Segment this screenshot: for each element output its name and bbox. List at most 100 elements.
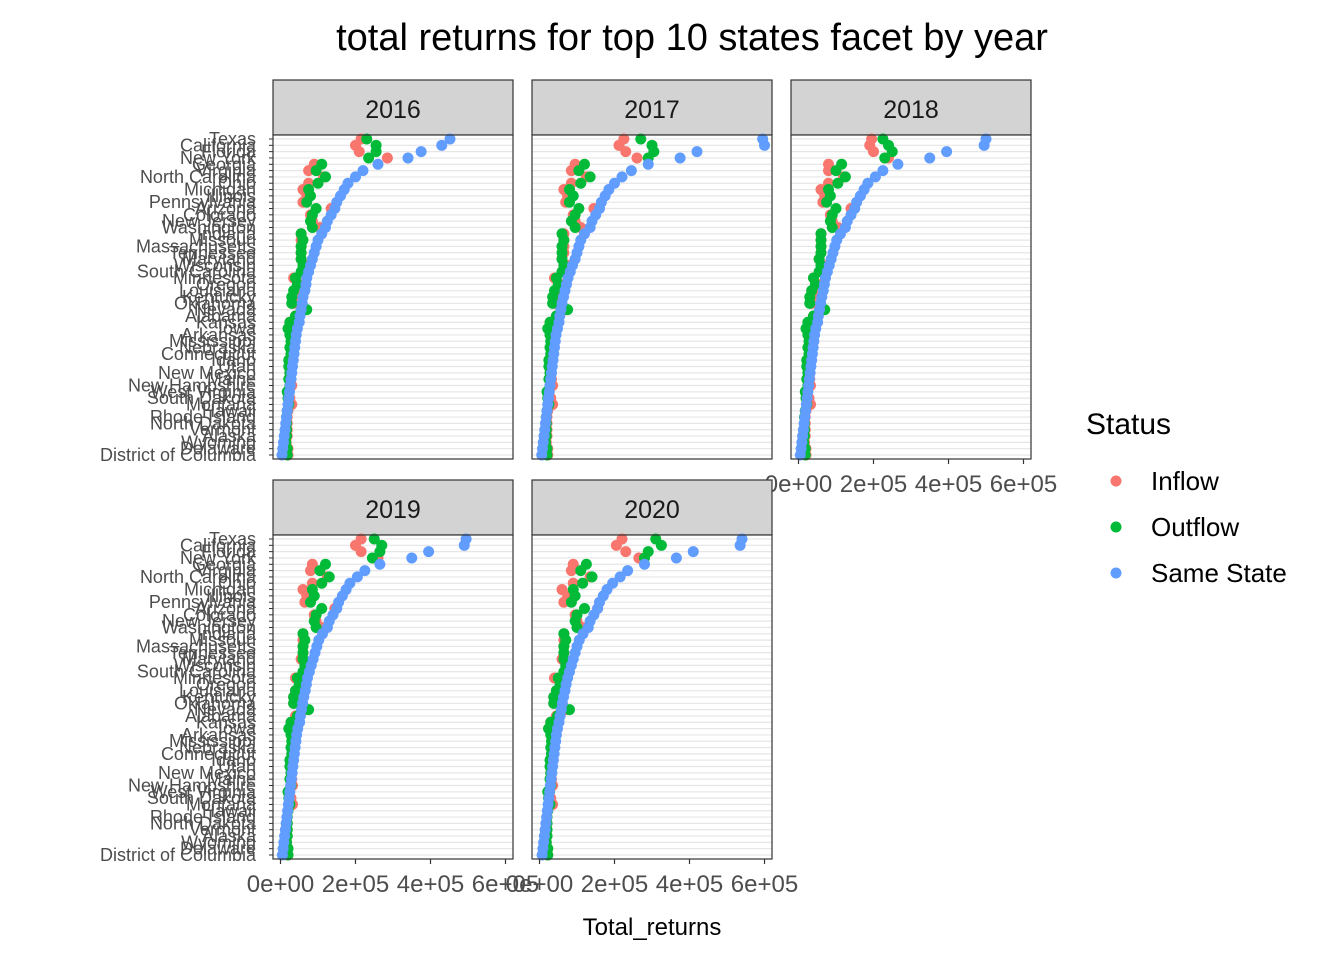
- y-tick-label: Wisconsin: [174, 255, 256, 275]
- data-point: [941, 146, 953, 158]
- y-tick-label: Montana: [186, 394, 257, 414]
- data-point: [879, 152, 891, 164]
- data-point: [351, 571, 363, 583]
- data-point: [674, 152, 686, 164]
- facet-border: [272, 134, 514, 460]
- y-tick-label: Connecticut: [161, 744, 256, 764]
- facet-border: [531, 134, 773, 460]
- y-tick-label: New Mexico: [158, 763, 256, 783]
- y-tick-label: Illinois: [206, 586, 256, 606]
- data-point: [355, 546, 367, 558]
- x-tick-label: 2e+05: [322, 871, 389, 898]
- data-point: [357, 165, 369, 177]
- y-tick-label: Rhode Island: [150, 807, 256, 827]
- data-point: [436, 139, 448, 151]
- y-tick-label: North Dakota: [150, 813, 257, 833]
- data-point: [286, 297, 298, 309]
- data-point: [353, 146, 365, 158]
- facet-strip: [531, 79, 773, 136]
- data-point: [821, 196, 833, 208]
- y-tick-label: Arizona: [195, 199, 257, 219]
- y-tick-label: Arkansas: [181, 325, 256, 345]
- x-tick-label: 2e+05: [840, 471, 907, 498]
- y-tick-label: Tennessee: [169, 243, 256, 263]
- data-point: [832, 177, 844, 189]
- data-point: [363, 152, 375, 164]
- y-tick-label: Tennessee: [169, 643, 256, 663]
- data-point: [565, 565, 577, 577]
- data-point: [924, 152, 936, 164]
- data-point: [577, 577, 589, 589]
- data-point: [374, 558, 386, 570]
- y-tick-label: California: [180, 135, 257, 155]
- y-tick-label: Illinois: [206, 186, 256, 206]
- data-point: [610, 539, 622, 551]
- facet-panel-2018: 2018 0e+00 2e+05 4e+05 6e+05: [765, 79, 1057, 498]
- facet-strip-label: 2019: [365, 496, 421, 524]
- y-tick-label: Kentucky: [182, 687, 256, 707]
- y-tick-label: Utah: [218, 757, 256, 777]
- y-tick-label: Kansas: [196, 312, 256, 332]
- data-point: [631, 152, 643, 164]
- data-point: [564, 704, 575, 716]
- y-tick-label: Hawaii: [202, 401, 256, 421]
- data-point: [616, 171, 628, 183]
- y-tick-label: Washington: [162, 617, 256, 637]
- y-tick-label: Maryland: [182, 649, 256, 669]
- data-point: [565, 596, 577, 608]
- y-tick-label: Oregon: [196, 674, 256, 694]
- facet-strip: [272, 79, 514, 136]
- y-tick-label: South Carolina: [137, 262, 257, 282]
- y-tick-label: Oklahoma: [174, 693, 257, 713]
- data-point: [359, 565, 371, 577]
- data-point: [276, 849, 288, 861]
- y-tick-label: Kentucky: [182, 287, 256, 307]
- y-tick-label: Pennsylvania: [149, 192, 257, 212]
- data-point: [635, 133, 647, 145]
- y-tick-label: Rhode Island: [150, 407, 256, 427]
- x-tick-label: 2e+05: [581, 871, 648, 898]
- legend-label: Outflow: [1151, 512, 1239, 542]
- y-tick-label: Montana: [186, 794, 257, 814]
- data-point: [564, 196, 575, 208]
- data-point: [547, 297, 559, 309]
- data-point: [575, 565, 587, 577]
- y-tick-label: California: [180, 535, 257, 555]
- data-point: [620, 146, 632, 158]
- legend-label: Inflow: [1151, 466, 1219, 496]
- x-tick-label: 6e+05: [990, 471, 1057, 498]
- legend-key-same-state: [1110, 567, 1122, 579]
- y-tick-label: West Virginia: [151, 382, 257, 402]
- chart-title: total returns for top 10 states facet by…: [336, 17, 1048, 59]
- data-point: [639, 558, 650, 570]
- data-point: [687, 546, 699, 558]
- data-point: [381, 152, 393, 164]
- y-tick-label: Nevada: [194, 700, 257, 720]
- y-tick-label: Pennsylvania: [149, 592, 257, 612]
- facet-panel-2017: 2017: [531, 79, 773, 461]
- x-tick-label: 0e+00: [506, 871, 573, 898]
- y-tick-label: South Dakota: [147, 788, 257, 808]
- y-tick-label: Missouri: [189, 630, 256, 650]
- data-point: [306, 221, 318, 233]
- y-tick-label: Florida: [201, 142, 257, 162]
- y-tick-label: Georgia: [192, 554, 257, 574]
- y-tick-label: Idaho: [211, 350, 256, 370]
- y-tick-label: Maine: [207, 769, 256, 789]
- y-tick-label: Florida: [201, 542, 257, 562]
- data-point: [826, 221, 838, 233]
- data-point: [312, 177, 324, 189]
- facet-strip-label: 2016: [365, 96, 421, 124]
- data-point: [691, 146, 703, 158]
- y-tick-label: Louisiana: [179, 681, 257, 701]
- data-point: [444, 133, 456, 145]
- y-tick-label: Vermont: [189, 820, 256, 840]
- data-point: [423, 546, 435, 558]
- y-tick-label: District of Columbia: [100, 445, 257, 465]
- y-tick-label: North Dakota: [150, 413, 257, 433]
- data-point: [368, 533, 380, 545]
- data-point: [310, 165, 322, 177]
- y-tick-label: New Jersey: [162, 211, 256, 231]
- data-point: [573, 165, 585, 177]
